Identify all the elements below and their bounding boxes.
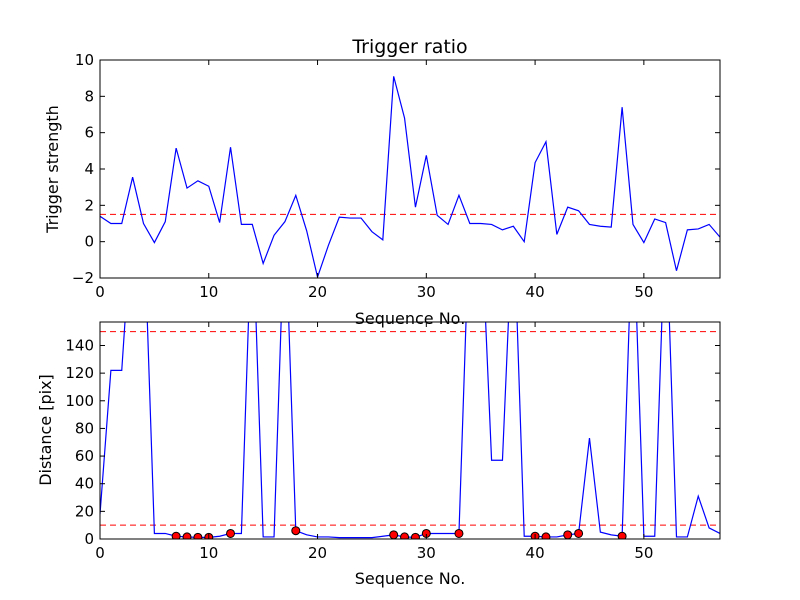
y-tick-label: −2 [72,269,94,287]
y-tick-label: 120 [65,364,94,382]
y-tick-label: 4 [84,160,94,178]
y-tick-label: 0 [84,233,94,251]
y-tick-label: 2 [84,196,94,214]
series-line [100,76,720,278]
x-tick-label: 30 [417,283,436,301]
threshold-lines [100,331,720,526]
plot-frame [99,321,721,540]
x-tick-label: 0 [95,544,105,562]
y-tick-label: 10 [75,51,94,69]
data-point [541,532,551,539]
data-point [617,531,627,539]
y-tick-label: 8 [84,87,94,105]
x-tick-label: 30 [417,544,436,562]
data-point [193,532,203,539]
series-group [100,322,720,539]
data-point [400,532,410,539]
y-tick-label: 6 [84,124,94,142]
data-point [454,528,464,538]
x-tick-label: 20 [308,544,327,562]
y-tick-label: 100 [65,392,94,410]
data-point [574,528,584,538]
tick-group: 0 10 20 30 40 50 0 20 40 60 80 100 120 140 [65,322,720,562]
data-point [410,532,420,539]
x-axis-label: Sequence No. [355,569,466,588]
y-tick-label: 20 [75,502,94,520]
x-tick-label: 20 [308,283,327,301]
data-point [291,526,301,536]
y-tick-label: 80 [75,419,94,437]
x-tick-label: 10 [199,544,218,562]
y-tick-label: 140 [65,336,94,354]
x-tick-label: 50 [634,283,653,301]
distance-plot: 0 10 20 30 40 50 0 20 40 60 80 100 120 140 Sequence N… [36,321,721,588]
y-axis-label: Trigger strength [43,105,62,234]
y-tick-label: 40 [75,475,94,493]
x-tick-label: 40 [526,283,545,301]
y-tick-label: 0 [84,530,94,548]
data-point [563,530,573,539]
data-point [389,530,399,539]
chart-title: Trigger ratio [351,36,467,58]
x-axis-label: Sequence No. [355,309,466,328]
x-tick-label: 0 [95,283,105,301]
plot-frame [99,59,721,279]
series-group [100,76,720,278]
data-point [226,528,236,538]
x-tick-label: 50 [634,544,653,562]
y-tick-label: 60 [75,447,94,465]
series-line [100,322,720,539]
x-tick-label: 10 [199,283,218,301]
data-point [182,532,192,539]
x-tick-label: 40 [526,544,545,562]
y-axis-label: Distance [pix] [36,374,55,486]
data-point [171,531,181,539]
